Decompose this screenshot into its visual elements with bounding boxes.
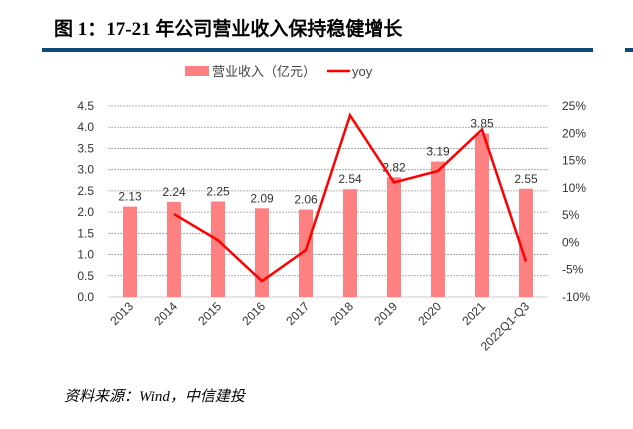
bar-data-label: 2.06 xyxy=(294,193,318,207)
y-left-tick-label: 2.5 xyxy=(77,184,94,198)
bar xyxy=(123,206,137,297)
bar-data-label: 2.25 xyxy=(206,185,230,199)
y-right-tick-label: -5% xyxy=(562,263,584,277)
y-left-tick-label: 1.0 xyxy=(77,248,94,262)
y-left-tick-label: 0.0 xyxy=(77,290,94,304)
bar xyxy=(255,208,269,297)
bar-data-label: 2.24 xyxy=(162,185,186,199)
bar-data-label: 3.85 xyxy=(470,117,494,131)
legend-line-label: yoy xyxy=(352,64,373,79)
yoy-line xyxy=(173,112,528,283)
title-rule-end xyxy=(625,48,633,52)
x-tick-label: 2019 xyxy=(371,299,400,328)
y-left-tick-label: 4.0 xyxy=(77,120,94,134)
y-right-tick-label: 0% xyxy=(562,235,580,249)
x-tick-label: 2017 xyxy=(283,299,312,328)
bar-data-label: 2.82 xyxy=(382,160,406,174)
source-note: 资料来源：Wind，中信建投 xyxy=(64,389,245,405)
y-left-tick-label: 3.0 xyxy=(77,163,94,177)
bar xyxy=(211,201,225,297)
x-tick-label: 2013 xyxy=(107,299,136,328)
bar-data-label: 2.13 xyxy=(118,190,142,204)
x-tick-label: 2016 xyxy=(239,299,268,328)
bar-data-label: 2.09 xyxy=(250,191,274,205)
x-tick-label: 2015 xyxy=(195,299,224,328)
x-tick-label: 2014 xyxy=(151,299,180,328)
chart: 0.0 0.5 1.0 1.5 2.0 2.5 3.0 3.5 4.0 4.5 -10% -5% 0% 5… xyxy=(77,64,590,353)
y-right-tick-label: 5% xyxy=(562,208,580,222)
bar xyxy=(519,188,533,297)
bar xyxy=(475,133,489,297)
y-right-tick-label: 25% xyxy=(562,99,586,113)
y-right-tick-label: 10% xyxy=(562,181,586,195)
y-left-tick-label: 0.5 xyxy=(77,269,94,283)
legend-bar-swatch xyxy=(185,66,209,76)
legend-bar-label: 营业收入（亿元） xyxy=(212,64,316,79)
bar xyxy=(387,177,401,297)
y-right-tick-label: 15% xyxy=(562,154,586,168)
y-left-tick-label: 4.5 xyxy=(77,99,94,113)
title-rule xyxy=(42,48,593,52)
x-tick-label: 2018 xyxy=(327,299,356,328)
bar xyxy=(167,201,181,297)
y-left-tick-label: 3.5 xyxy=(77,141,94,155)
figure-title: 图 1：17-21 年公司营业收入保持稳健增长 xyxy=(54,19,403,40)
bar xyxy=(299,209,313,297)
y-right-tick-label: -10% xyxy=(562,290,590,304)
bar xyxy=(431,161,445,297)
y-right-tick-label: 20% xyxy=(562,126,586,140)
x-tick-label: 2020 xyxy=(415,299,444,328)
x-tick-label: 2021 xyxy=(459,299,488,328)
y-left-tick-label: 1.5 xyxy=(77,226,94,240)
bar-data-label: 2.54 xyxy=(338,172,362,186)
bar-data-label: 3.19 xyxy=(426,145,450,159)
bar xyxy=(343,189,357,297)
y-left-tick-label: 2.0 xyxy=(77,205,94,219)
bar-data-label: 2.55 xyxy=(514,172,538,186)
